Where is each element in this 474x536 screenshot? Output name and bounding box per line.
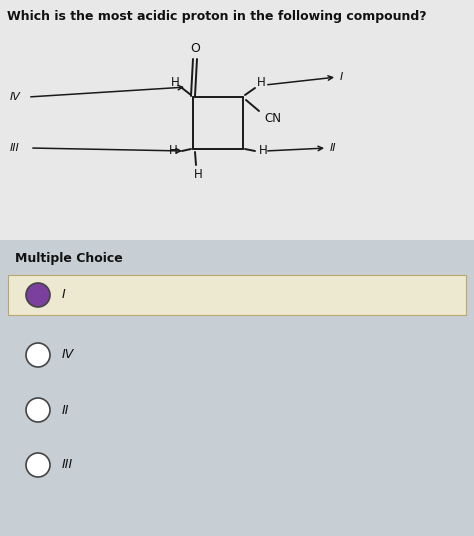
Text: II: II xyxy=(330,143,337,153)
FancyBboxPatch shape xyxy=(8,275,466,315)
Text: H: H xyxy=(171,77,179,90)
Text: I: I xyxy=(62,288,66,301)
Circle shape xyxy=(26,398,50,422)
Text: Multiple Choice: Multiple Choice xyxy=(15,252,123,265)
Text: IV: IV xyxy=(62,348,74,361)
Circle shape xyxy=(26,343,50,367)
Text: H: H xyxy=(169,145,177,158)
Text: CN: CN xyxy=(264,113,282,125)
Text: II: II xyxy=(62,404,70,416)
Text: O: O xyxy=(190,41,200,55)
Text: H: H xyxy=(193,168,202,182)
Text: H: H xyxy=(256,77,265,90)
Text: III: III xyxy=(10,143,20,153)
Circle shape xyxy=(26,283,50,307)
Circle shape xyxy=(26,453,50,477)
Text: I: I xyxy=(340,72,343,82)
FancyBboxPatch shape xyxy=(0,240,474,536)
Text: Which is the most acidic proton in the following compound?: Which is the most acidic proton in the f… xyxy=(7,10,427,23)
Text: III: III xyxy=(62,458,73,472)
Text: H: H xyxy=(259,145,267,158)
Text: IV: IV xyxy=(10,92,21,102)
FancyBboxPatch shape xyxy=(0,0,474,240)
